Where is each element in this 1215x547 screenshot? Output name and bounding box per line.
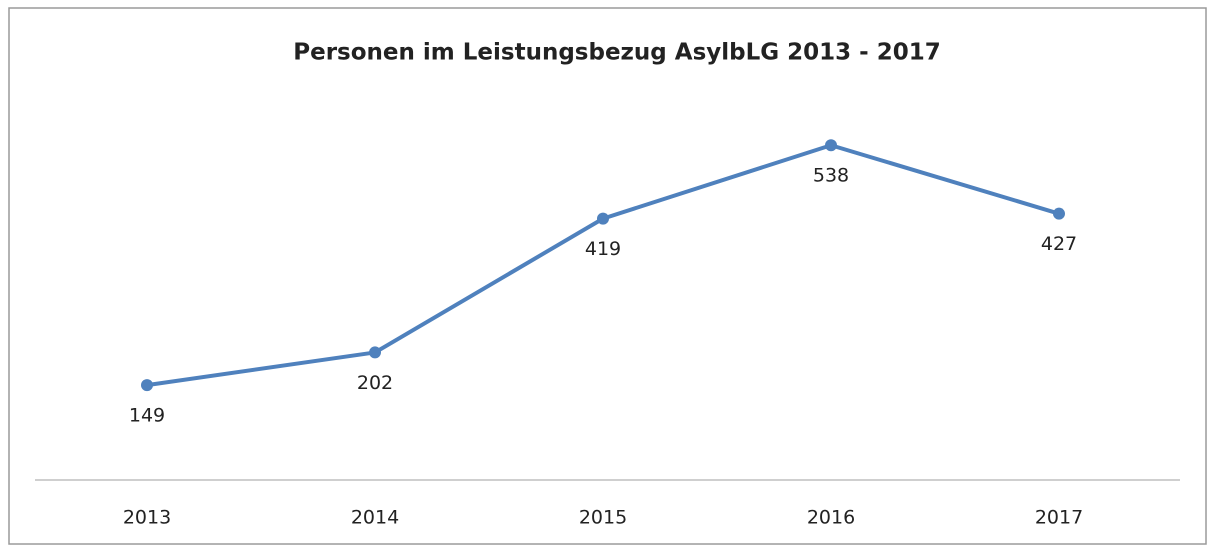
- data-label: 419: [585, 238, 621, 260]
- point: [369, 346, 381, 359]
- data-label: 202: [357, 372, 393, 394]
- point: [597, 212, 609, 225]
- point: [141, 379, 153, 392]
- x-tick-label: 2017: [1035, 507, 1083, 529]
- x-tick-label: 2015: [579, 507, 627, 529]
- chart-title: Personen im Leistungsbezug AsylbLG 2013 …: [293, 40, 940, 66]
- x-tick-label: 2016: [807, 507, 855, 529]
- point: [825, 139, 837, 152]
- chart-frame: [8, 7, 1207, 545]
- data-label: 149: [129, 405, 165, 427]
- point: [1053, 207, 1065, 220]
- x-tick-label: 2014: [351, 507, 399, 529]
- data-label: 427: [1041, 233, 1077, 255]
- data-label: 538: [813, 165, 849, 187]
- x-tick-label: 2013: [123, 507, 171, 529]
